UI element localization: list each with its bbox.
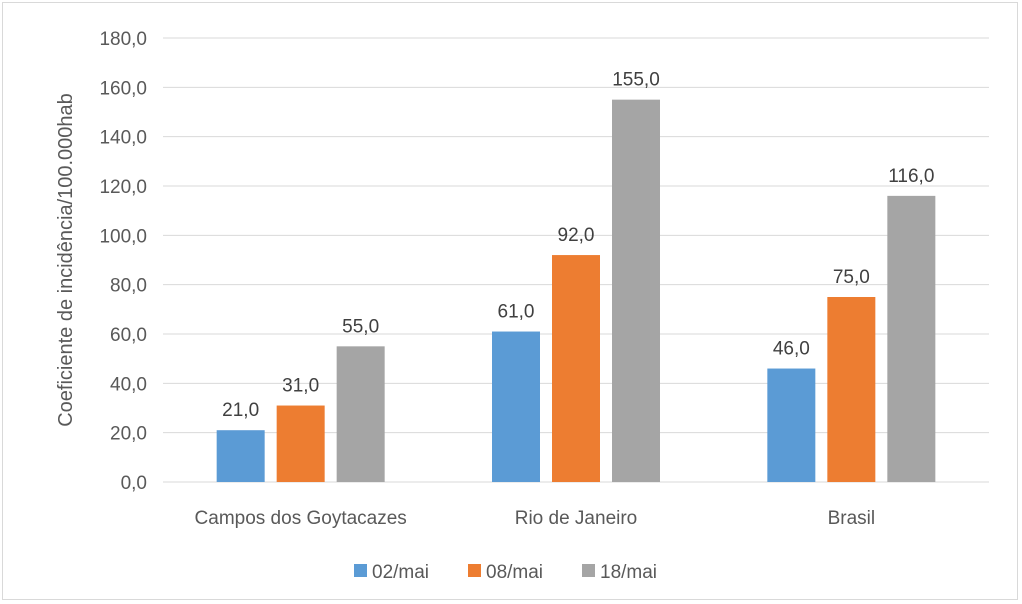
y-tick-label: 60,0 [110,325,147,346]
legend-label: 08/mai [486,562,543,583]
legend: 02/mai 08/mai 18/mai [354,562,657,583]
x-tick-label: Rio de Janeiro [515,508,638,529]
data-label: 46,0 [773,339,810,360]
bar-18-mai-0 [336,346,385,482]
bar-02-mai-1 [492,331,540,482]
bars [216,99,936,483]
legend-swatch [582,564,595,577]
y-tick-label: 140,0 [99,128,147,149]
bar-18-mai-2 [887,195,936,482]
x-tick-label: Brasil [828,508,876,529]
x-tick-label: Campos dos Goytacazes [195,508,407,529]
data-label: 55,0 [342,316,379,337]
legend-swatch [468,564,481,577]
y-tick-label: 20,0 [110,424,147,445]
bar-02-mai-2 [767,368,816,482]
bar-02-mai-0 [216,430,265,482]
data-label: 75,0 [833,267,870,288]
legend-label: 18/mai [600,562,657,583]
data-label: 31,0 [282,376,319,397]
y-tick-label: 160,0 [99,78,147,99]
y-tick-label: 100,0 [99,226,147,247]
data-label: 92,0 [558,225,595,246]
bar-08-mai-1 [552,255,600,482]
y-axis-title: Coeficiente de incidência/100.000hab [55,93,77,427]
y-tick-label: 0,0 [121,473,147,494]
legend-swatch [354,564,367,577]
y-tick-label: 180,0 [99,29,147,50]
y-tick-label: 40,0 [110,374,147,395]
legend-label: 02/mai [372,562,429,583]
y-tick-label: 120,0 [99,177,147,198]
data-label: 116,0 [888,166,934,187]
y-tick-label: 80,0 [110,276,147,297]
data-labels: 21,0 31,0 55,0 61,0 92,0 155,0 46,0 75,0 116,0 [222,70,934,422]
data-label: 61,0 [498,302,535,323]
data-label: 155,0 [612,70,660,91]
bar-18-mai-1 [612,99,660,483]
data-label: 21,0 [222,400,259,421]
bar-08-mai-0 [276,405,325,482]
bar-08-mai-2 [827,297,876,482]
y-axis-tick-labels: 0,0 20,0 40,0 60,0 80,0 100,0 120,0 140,0 160,0 1… [99,29,147,494]
x-axis-tick-labels: Campos dos Goytacazes Rio de Janeiro Brasi… [195,508,876,529]
